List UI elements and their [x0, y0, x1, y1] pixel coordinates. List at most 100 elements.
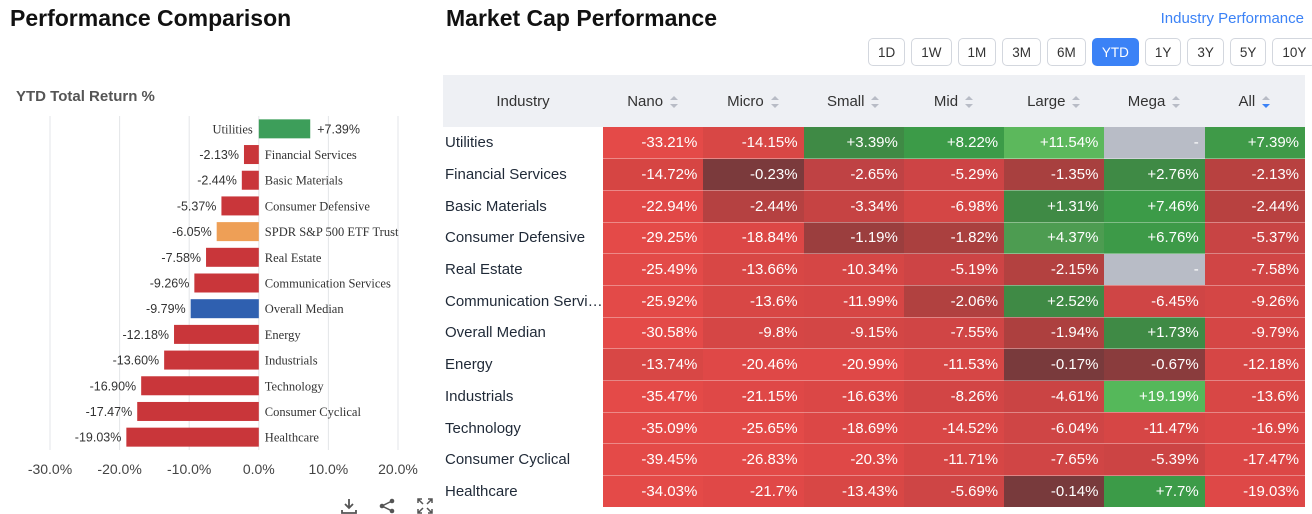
period-button-1m[interactable]: 1M [957, 38, 997, 66]
period-button-5y[interactable]: 5Y [1229, 38, 1267, 66]
bar-value-label: -7.58% [161, 251, 201, 265]
download-icon[interactable] [340, 498, 358, 514]
industry-name[interactable]: Utilities [443, 127, 603, 159]
sort-icon[interactable] [1071, 95, 1081, 109]
table-row: Energy -13.74% -20.46% -20.99% -11.53% -0.17%… [443, 348, 1305, 381]
sort-icon[interactable] [1171, 95, 1181, 109]
column-header-nano[interactable]: Nano [603, 75, 704, 127]
heatmap-cell: -11.71% [903, 443, 1005, 477]
industry-name[interactable]: Financial Services [443, 158, 603, 191]
heatmap-cell: -11.53% [903, 348, 1005, 381]
industry-name[interactable]: Basic Materials [443, 190, 603, 223]
period-button-1y[interactable]: 1Y [1144, 38, 1182, 66]
heatmap-cell: -16.9% [1204, 412, 1305, 445]
heatmap-cell: -29.25% [603, 222, 704, 255]
heatmap-cell: -13.74% [603, 348, 704, 381]
heatmap-cell: -19.03% [1204, 475, 1305, 508]
column-header-micro[interactable]: Micro [703, 75, 804, 127]
industry-name[interactable]: Healthcare [443, 475, 603, 508]
heatmap-cell: -14.72% [603, 158, 704, 191]
heatmap-cell: -35.47% [603, 380, 704, 413]
heatmap-cell: +6.76% [1104, 222, 1205, 255]
bar [190, 299, 259, 319]
heatmap-cell: -10.34% [803, 253, 904, 286]
industry-name[interactable]: Consumer Cyclical [443, 443, 603, 476]
bar-category-label: Financial Services [265, 148, 357, 162]
heatmap-cell: +1.31% [1004, 190, 1105, 223]
heatmap-cell: -1.19% [803, 222, 904, 255]
heatmap-cell: -9.26% [1204, 285, 1305, 318]
industry-name[interactable]: Technology [443, 412, 603, 444]
industry-name[interactable]: Communication Services [443, 285, 603, 318]
heatmap-cell: -25.49% [603, 253, 704, 286]
column-header-large[interactable]: Large [1004, 75, 1105, 127]
bar-value-label: -19.03% [75, 431, 122, 445]
period-button-ytd[interactable]: YTD [1091, 38, 1139, 66]
industry-name[interactable]: Real Estate [443, 253, 603, 286]
sort-icon[interactable] [964, 95, 974, 109]
heatmap-cell: -0.67% [1104, 348, 1205, 381]
heatmap-cell: -11.47% [1104, 412, 1205, 445]
bar [137, 401, 259, 421]
heatmap-cell: -16.63% [803, 380, 904, 413]
heatmap-cell: -13.66% [703, 253, 804, 286]
heatmap-cell: -13.6% [703, 285, 804, 318]
fullscreen-icon[interactable] [416, 498, 434, 514]
heatmap-cell: -18.84% [703, 222, 804, 255]
bar [221, 196, 259, 216]
column-header-mega[interactable]: Mega [1104, 75, 1205, 127]
period-button-10y[interactable]: 10Y [1272, 38, 1312, 66]
period-button-1w[interactable]: 1W [911, 38, 952, 66]
bar-value-label: -2.13% [199, 148, 239, 162]
industry-performance-link[interactable]: Industry Performance [1160, 10, 1304, 27]
industry-name[interactable]: Energy [443, 348, 603, 381]
bar-category-label: Communication Services [265, 277, 391, 291]
bar-value-label: -12.18% [122, 328, 169, 342]
period-button-6m[interactable]: 6M [1047, 38, 1086, 66]
heatmap-cell: -0.23% [703, 158, 804, 191]
period-button-1d[interactable]: 1D [868, 38, 906, 66]
heatmap-cell: - [1104, 253, 1205, 286]
heatmap-cell: -2.15% [1004, 253, 1105, 286]
heatmap-cell: -1.94% [1004, 317, 1105, 350]
column-header-small[interactable]: Small [803, 75, 904, 127]
sort-icon[interactable] [870, 95, 880, 109]
column-header-industry: Industry [443, 75, 603, 127]
sort-icon[interactable] [770, 95, 780, 109]
period-selector: 1D 1W 1M 3M 6M YTD 1Y 3Y 5Y 10Y [868, 38, 1312, 66]
heatmap-cell: -5.29% [903, 158, 1005, 191]
sort-icon[interactable] [1261, 95, 1271, 109]
table-row: Technology -35.09% -25.65% -18.69% -14.52% -6… [443, 412, 1305, 445]
ytd-return-bar-chart: -30.0% -20.0% -10.0% 0.0% 10.0% 20.0% Utilitie… [28, 116, 418, 477]
sort-icon[interactable] [669, 95, 679, 109]
heatmap-cell: -3.34% [803, 190, 904, 223]
bar [241, 170, 259, 190]
bar-category-label: Overall Median [265, 302, 345, 316]
heatmap-cell: -6.45% [1104, 285, 1205, 318]
industry-name[interactable]: Consumer Defensive [443, 222, 603, 254]
heatmap-cell: -2.06% [903, 285, 1005, 318]
industry-name[interactable]: Industrials [443, 380, 603, 413]
heatmap-cell: -39.45% [603, 443, 704, 477]
column-header-all[interactable]: All [1204, 75, 1305, 127]
heatmap-cell: -9.15% [803, 317, 904, 350]
share-icon[interactable] [378, 498, 396, 514]
bar [243, 145, 259, 165]
heatmap-cell: +7.7% [1104, 475, 1205, 508]
bar-category-label: Technology [265, 379, 325, 393]
heatmap-cell: -26.83% [703, 443, 804, 477]
period-button-3y[interactable]: 3Y [1187, 38, 1224, 66]
industry-name[interactable]: Overall Median [443, 317, 603, 349]
heatmap-cell: -17.47% [1204, 443, 1305, 477]
period-button-3m[interactable]: 3M [1002, 38, 1042, 66]
heatmap-cell: -5.39% [1104, 443, 1205, 477]
table-row: Consumer Cyclical -39.45% -26.83% -20.3% -11… [443, 443, 1305, 477]
heatmap-cell: -8.26% [903, 380, 1005, 413]
heatmap-cell: -21.15% [703, 380, 804, 413]
heatmap-cell: -11.99% [803, 285, 904, 318]
column-header-mid[interactable]: Mid [903, 75, 1005, 127]
heatmap-cell: -9.8% [703, 317, 804, 350]
bar-category-label: Basic Materials [265, 174, 343, 188]
heatmap-cell: +7.39% [1204, 127, 1305, 160]
bar-value-label: -2.44% [197, 174, 237, 188]
